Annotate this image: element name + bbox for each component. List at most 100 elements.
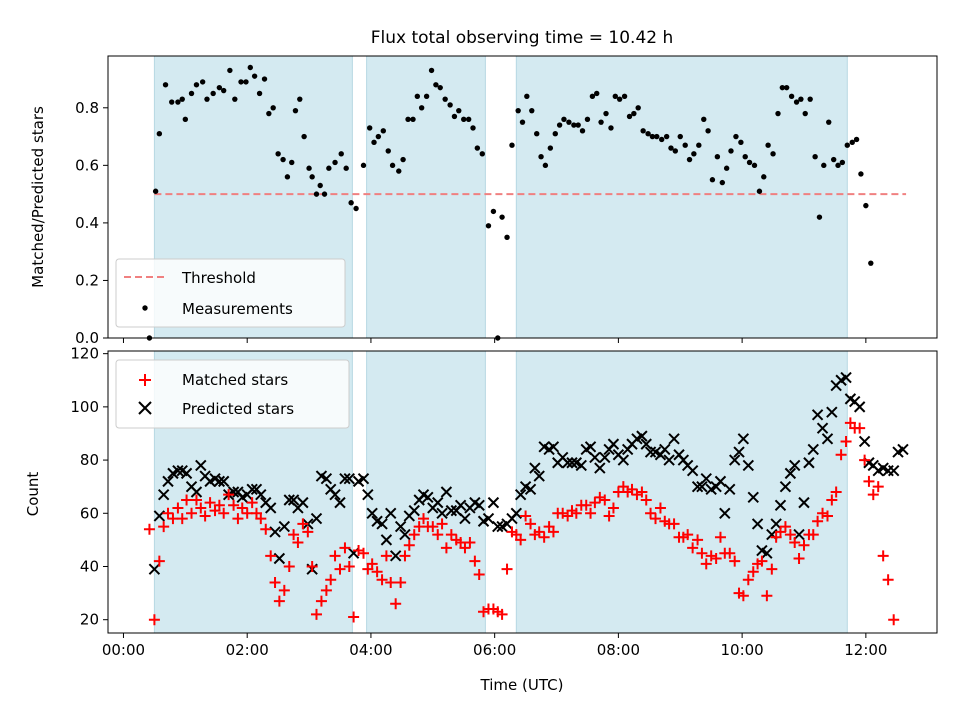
measurement-point (400, 156, 406, 163)
measurement-point (175, 99, 181, 105)
measurement-point (447, 102, 453, 108)
measurement-point (418, 105, 425, 111)
predicted-stars-point (380, 534, 393, 546)
matched-stars-point (399, 550, 411, 562)
predicted-stars-layer (148, 371, 909, 575)
measurement-point (169, 99, 175, 105)
measurement-point (793, 99, 800, 105)
matched-stars-point (859, 454, 871, 466)
matched-stars-point (538, 531, 550, 543)
measurement-point (375, 133, 382, 140)
matched-stars-point (854, 422, 866, 434)
predicted-stars-point (714, 475, 727, 488)
measurement-point (714, 154, 721, 160)
matched-stars-point (269, 576, 281, 588)
measurement-point (775, 110, 781, 117)
bottom-legend-box (115, 359, 350, 429)
measurement-point (332, 159, 338, 166)
predicted-stars-point (385, 507, 397, 519)
predicted-stars-point (172, 465, 184, 477)
matched-stars-point (283, 560, 295, 572)
measurement-point (783, 84, 790, 91)
measurement-point (663, 133, 670, 140)
matched-stars-point (863, 475, 875, 487)
measurement-point (485, 223, 492, 229)
measurement-point (798, 96, 804, 102)
matched-stars-point (789, 537, 801, 549)
matched-stars-point (236, 502, 248, 514)
measurement-point (442, 96, 448, 102)
measurement-point (626, 113, 633, 120)
matched-stars-point (589, 497, 601, 509)
matched-stars-point (172, 502, 184, 514)
predicted-stars-point (269, 526, 281, 538)
matched-stars-point (761, 590, 773, 602)
matched-stars-point (872, 481, 884, 493)
predicted-stars-point (807, 443, 819, 456)
predicted-stars-point (217, 475, 230, 488)
matched-stars-point (821, 510, 833, 522)
matched-stars-point (888, 614, 900, 626)
predicted-stars-point (774, 499, 787, 512)
predicted-stars-point (640, 438, 652, 450)
matched-stars-point (385, 576, 397, 588)
predicted-stars-point (897, 443, 909, 456)
matched-stars-point (353, 545, 365, 557)
matched-stars-point (204, 497, 216, 509)
predicted-stars-point (357, 472, 370, 485)
top-shade-band (515, 55, 848, 339)
measurement-point (746, 159, 753, 166)
measurement-point (668, 145, 674, 151)
matched-stars-point (877, 550, 889, 562)
measurement-point (765, 142, 771, 148)
matched-stars-point (366, 558, 378, 570)
matched-stars-point (705, 550, 717, 562)
matched-stars-point (427, 521, 439, 533)
matched-stars-point (742, 574, 754, 586)
measurement-point (552, 130, 558, 137)
measurement-point (830, 156, 837, 163)
matched-stars-point (228, 499, 240, 511)
measurement-point (863, 202, 869, 209)
matched-stars-point (747, 566, 759, 578)
bottom-x-tick-label: 04:00 (349, 641, 392, 659)
matched-stars-point (213, 499, 225, 511)
predicted-stars-point (376, 518, 388, 530)
measurement-point (247, 64, 253, 71)
predicted-stars-point (334, 496, 346, 509)
matched-stars-point (766, 563, 778, 575)
predicted-stars-point (784, 467, 797, 480)
predicted-stars-point (487, 496, 500, 509)
matched-stars-point (774, 526, 786, 538)
predicted-stars-point (663, 454, 675, 466)
matched-stars-point (696, 547, 708, 559)
measurement-point (385, 148, 391, 154)
measurement-point (682, 142, 688, 148)
measurement-point (461, 116, 467, 123)
measurement-point (210, 90, 216, 97)
predicted-stars-point (297, 496, 309, 509)
predicted-stars-point (339, 472, 351, 485)
matched-stars-point (195, 502, 207, 514)
predicted-stars-point (607, 438, 620, 450)
matched-stars-point (793, 553, 805, 565)
predicted-stars-point (440, 486, 453, 498)
predicted-stars-point (761, 547, 773, 559)
measurement-point (380, 128, 387, 134)
measurement-point (719, 179, 726, 186)
measurement-point (227, 67, 233, 74)
predicted-stars-point (533, 470, 545, 482)
matched-stars-point (288, 529, 300, 541)
matched-stars-point (408, 529, 420, 541)
measurement-point (313, 191, 320, 197)
top-y-tick-label: 0.0 (75, 329, 99, 347)
matched-stars-point (464, 537, 476, 549)
matched-stars-point (432, 529, 444, 541)
predicted-stars-point (737, 433, 750, 445)
top-y-tick-label: 0.2 (75, 271, 99, 289)
measurement-point (858, 171, 864, 177)
measurement-point (317, 182, 323, 189)
measurement-point (188, 90, 195, 97)
matched-stars-point (186, 507, 198, 519)
predicted-stars-point (566, 457, 578, 469)
